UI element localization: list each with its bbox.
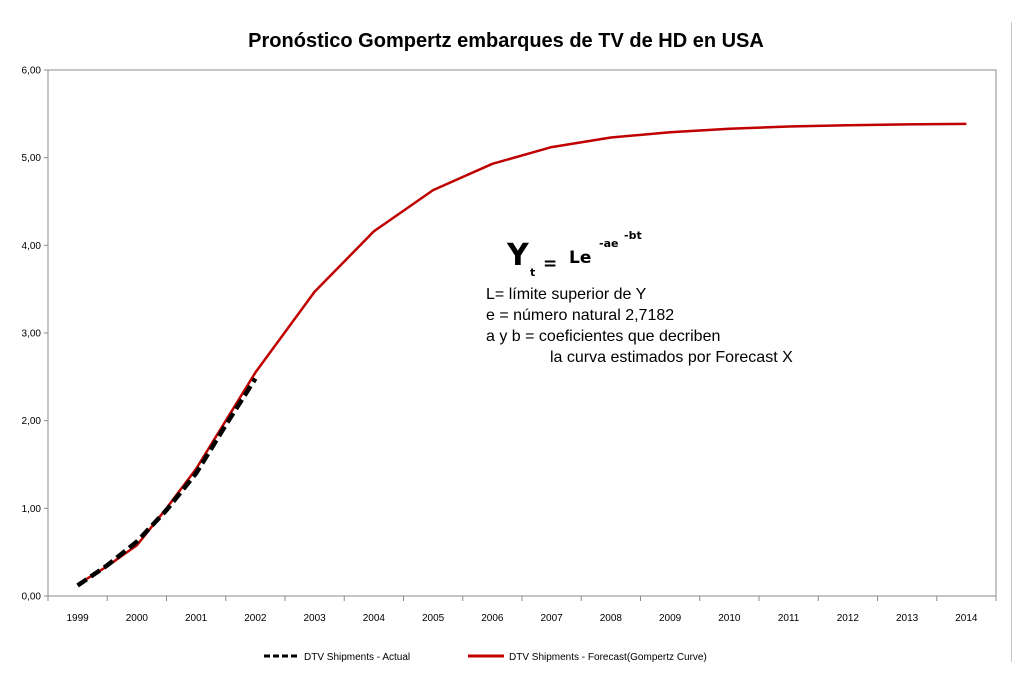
x-tick-label: 2013: [896, 613, 919, 624]
formula-notes: L= límite superior de Y e = número natur…: [486, 286, 793, 366]
note-line-4: la curva estimados por Forecast X: [550, 349, 793, 366]
legend-label-actual: DTV Shipments - Actual: [304, 652, 410, 663]
x-tick-label: 2010: [718, 613, 741, 624]
x-axis: 1999 2000 2001 2002 2003 2004 2005 2006 2007 2008…: [47, 596, 997, 624]
y-tick-label: 6,00: [22, 66, 42, 77]
formula-subscript: t: [530, 266, 535, 279]
series-line-actual: [76, 377, 258, 588]
x-tick-label: 2014: [955, 613, 978, 624]
series-layer: [76, 122, 967, 588]
note-line-1: L= límite superior de Y: [486, 286, 647, 303]
formula-base: Le: [569, 248, 591, 268]
formula-equals: =: [543, 254, 557, 274]
y-axis: 0,00 1,00 2,00 3,00 4,00 5,00 6,00: [22, 66, 48, 603]
formula-exponent-power: -bt: [624, 229, 642, 242]
x-tick-label: 1999: [67, 613, 90, 624]
y-tick-label: 3,00: [22, 329, 42, 340]
y-tick-label: 5,00: [22, 153, 42, 164]
x-tick-label: 2006: [481, 613, 504, 624]
formula-exponent: -ae: [599, 237, 618, 250]
plot-area: [47, 69, 997, 597]
x-tick-label: 2002: [244, 613, 267, 624]
x-tick-label: 2012: [837, 613, 860, 624]
x-tick-label: 2005: [422, 613, 445, 624]
x-tick-label: 2004: [363, 613, 386, 624]
formula-y-letter: Y: [506, 238, 530, 273]
note-line-3: a y b = coeficientes que decriben: [486, 328, 720, 345]
x-tick-label: 2011: [778, 613, 800, 624]
y-tick-label: 1,00: [22, 504, 42, 515]
y-tick-label: 4,00: [22, 241, 42, 252]
x-tick-label: 2007: [541, 613, 564, 624]
y-tick-label: 0,00: [22, 592, 42, 603]
note-line-2: e = número natural 2,7182: [486, 307, 674, 324]
x-tick-label: 2001: [185, 613, 208, 624]
chart-title: Pronóstico Gompertz embarques de TV de H…: [248, 30, 764, 52]
y-tick-label: 2,00: [22, 416, 42, 427]
legend-label-forecast: DTV Shipments - Forecast(Gompertz Curve): [509, 652, 707, 663]
x-tick-label: 2003: [304, 613, 327, 624]
x-tick-label: 2000: [126, 613, 149, 624]
x-tick-label: 2009: [659, 613, 682, 624]
x-tick-label: 2008: [600, 613, 623, 624]
formula-annotation: Y t = Le -ae -bt: [506, 229, 642, 279]
legend: DTV Shipments - Actual DTV Shipments - F…: [264, 652, 707, 663]
frame-border: [1011, 22, 1012, 662]
